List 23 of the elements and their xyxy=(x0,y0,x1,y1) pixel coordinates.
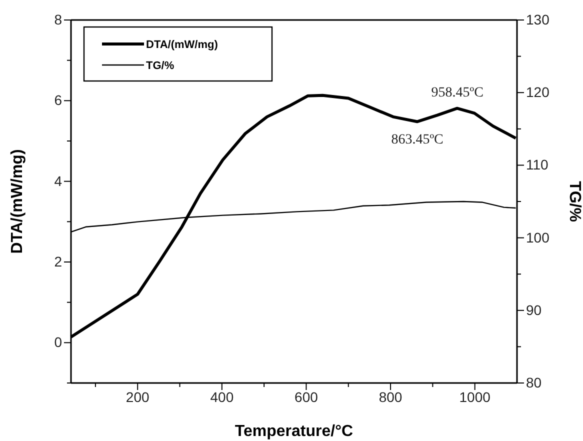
y2-tick-label: 100 xyxy=(526,229,550,246)
y-tick-label: 4 xyxy=(54,172,62,189)
y2-tick-label: 120 xyxy=(526,84,550,100)
annotation: 958.45ºC xyxy=(431,85,484,100)
y-tick-label: 0 xyxy=(54,334,62,350)
x-tick-label: 800 xyxy=(378,388,402,405)
y2-tick-label: 110 xyxy=(526,156,549,173)
x-tick-label: 1000 xyxy=(459,388,491,405)
y2-tick-label: 80 xyxy=(526,374,542,390)
y-tick-label: 8 xyxy=(54,11,62,28)
x-axis-title: Temperature/°C xyxy=(234,423,354,440)
y-tick-label: 2 xyxy=(54,253,62,270)
y2-axis-title: TG/% xyxy=(566,181,583,222)
legend-label: TG/% xyxy=(146,60,174,72)
annotation: 863.45ºC xyxy=(391,132,444,148)
x-tick-label: 200 xyxy=(126,388,150,405)
y-axis-title: DTA/(mW/mg) xyxy=(9,149,26,254)
x-tick-label: 600 xyxy=(294,388,318,405)
legend-label: DTA/(mW/mg) xyxy=(146,39,218,51)
y2-tick-label: 130 xyxy=(526,11,550,28)
x-tick-label: 400 xyxy=(210,388,234,405)
y2-tick-label: 90 xyxy=(526,302,542,318)
y-tick-label: 6 xyxy=(54,92,62,108)
